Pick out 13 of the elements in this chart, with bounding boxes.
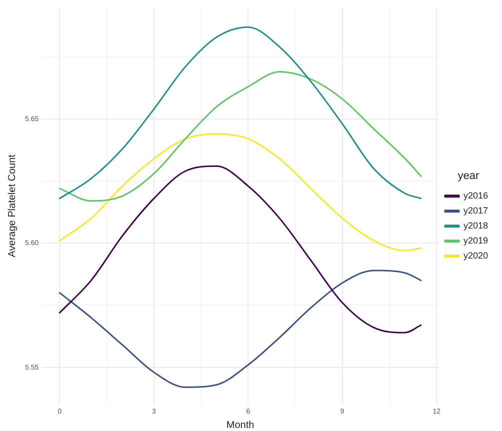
line-series xyxy=(58,270,422,388)
legend-label: y2016 xyxy=(463,190,488,201)
legend-label: y2019 xyxy=(463,236,488,246)
line-series xyxy=(58,165,422,334)
x-axis-title: Month xyxy=(226,420,254,431)
line-series xyxy=(58,71,422,202)
legend-label: y2020 xyxy=(463,250,488,261)
line-series xyxy=(58,26,422,200)
legend-label: y2018 xyxy=(463,220,488,231)
y-axis-title: Average Platelet Count xyxy=(6,154,18,258)
line-series xyxy=(58,133,422,252)
legend-label: y2017 xyxy=(463,206,488,216)
legend-title: year xyxy=(458,170,480,182)
